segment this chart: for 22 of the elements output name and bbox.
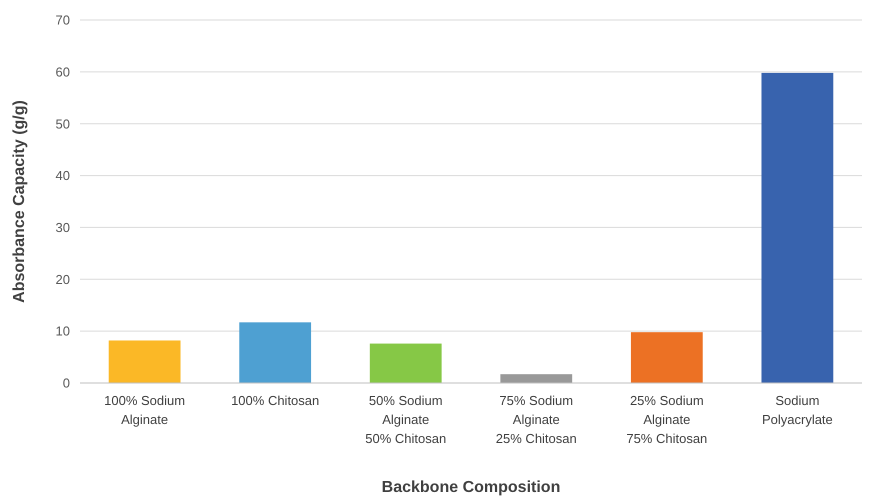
x-tick-label: 50% Sodium Alginate 50% Chitosan	[365, 393, 446, 446]
y-tick-label: 60	[56, 64, 70, 80]
x-tick-label: Sodium Polyacrylate	[762, 393, 833, 427]
x-tick-label: 100% Chitosan	[231, 393, 320, 408]
y-tick-label: 40	[56, 168, 70, 184]
bar	[500, 374, 572, 383]
bar	[108, 340, 181, 383]
x-tick-label: 100% Sodium Alginate	[104, 393, 186, 427]
bar	[370, 344, 442, 383]
x-tick-label: 75% Sodium Alginate 25% Chitosan	[496, 393, 577, 446]
y-tick-label: 0	[62, 376, 70, 391]
y-tick-label: 50	[56, 116, 70, 132]
y-tick-label: 20	[56, 272, 70, 287]
bar	[761, 72, 834, 383]
x-axis-title: Backbone Composition	[382, 479, 560, 496]
y-axis-title: Absorbance Capacity (g/g)	[11, 100, 28, 303]
y-tick-label: 30	[56, 220, 70, 235]
x-tick-label: 25% Sodium Alginate 75% Chitosan	[626, 393, 708, 446]
y-tick-label: 70	[56, 12, 70, 28]
bar	[239, 322, 312, 383]
y-tick-label: 10	[56, 324, 70, 339]
bar	[630, 332, 703, 383]
